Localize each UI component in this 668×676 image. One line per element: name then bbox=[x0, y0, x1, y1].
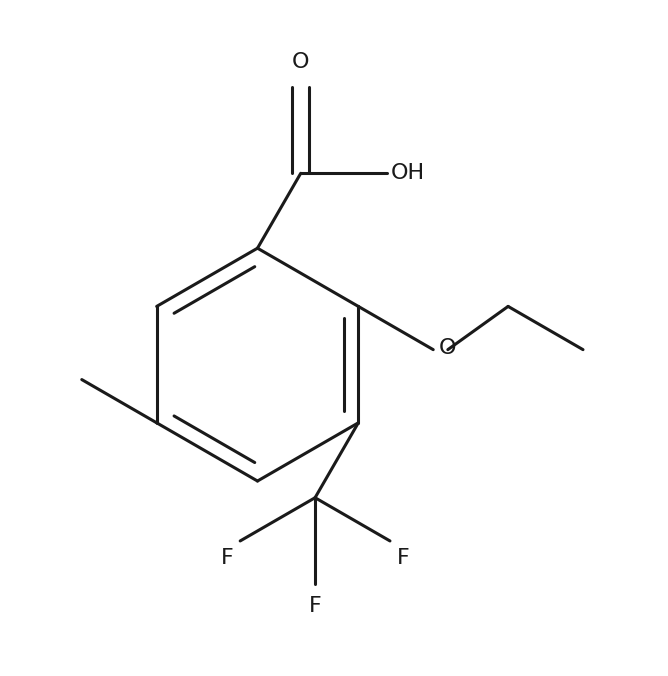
Text: O: O bbox=[438, 337, 456, 358]
Text: F: F bbox=[221, 548, 234, 568]
Text: F: F bbox=[397, 548, 409, 568]
Text: OH: OH bbox=[391, 164, 425, 183]
Text: F: F bbox=[309, 596, 321, 616]
Text: O: O bbox=[292, 52, 309, 72]
